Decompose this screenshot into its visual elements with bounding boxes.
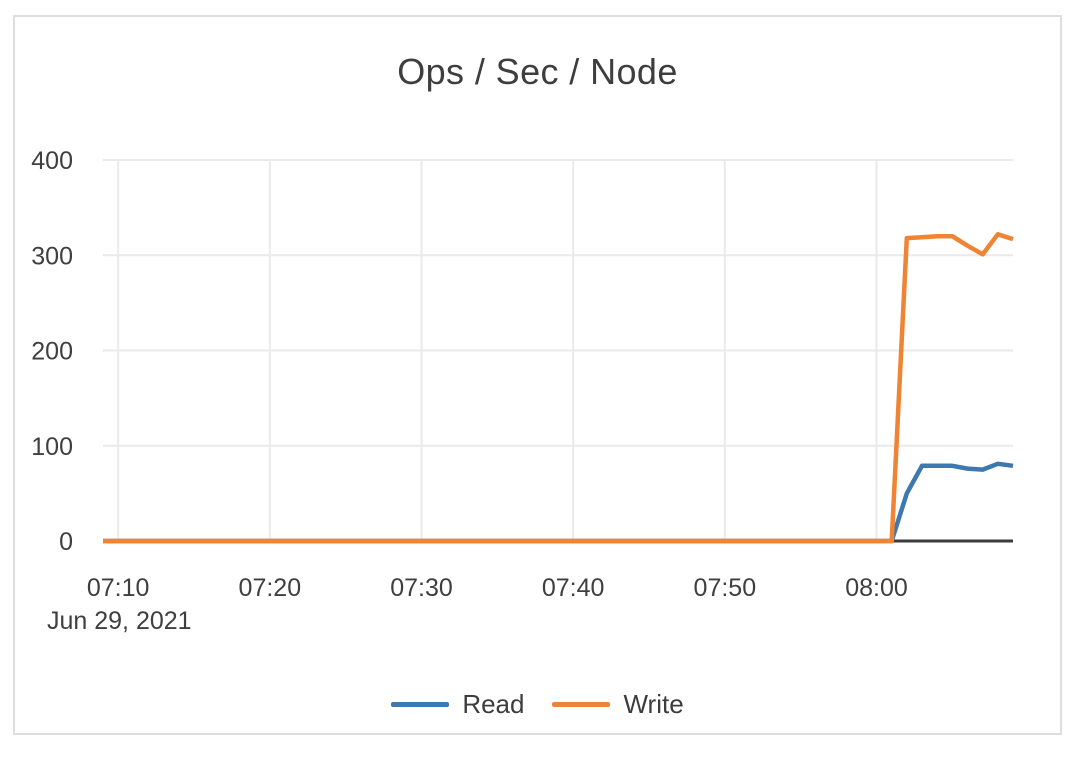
chart-title: Ops / Sec / Node [397,51,678,92]
x-tick-label: 07:30 [390,574,453,602]
x-tick-label: 07:40 [542,574,605,602]
y-tick-label: 200 [31,338,73,366]
legend-label-read: Read [462,689,525,719]
chart-card: Ops / Sec / Node 0 100 200 300 400 07:10 07:20… [13,15,1062,735]
y-tick-label: 0 [59,528,73,556]
x-axis-date-label: Jun 29, 2021 [47,607,192,635]
y-tick-label: 300 [31,242,73,270]
plot-area[interactable]: 0 100 200 300 400 07:10 07:20 07:30 07:40 07:50 08… [15,17,1060,733]
x-tick-label: 07:50 [694,574,757,602]
y-tick-label: 400 [31,147,73,175]
x-tick-label: 07:10 [87,574,150,602]
write-series-line [103,232,1014,544]
y-tick-label: 100 [31,433,73,461]
legend: Read Write [15,689,1060,720]
write-line-swatch [552,702,611,707]
x-tick-label: 07:20 [239,574,302,602]
legend-label-write: Write [623,689,684,719]
legend-item-write[interactable]: Write [552,689,684,720]
read-line-swatch [391,702,450,707]
legend-item-read[interactable]: Read [391,689,524,720]
x-tick-label: 08:00 [845,574,908,602]
